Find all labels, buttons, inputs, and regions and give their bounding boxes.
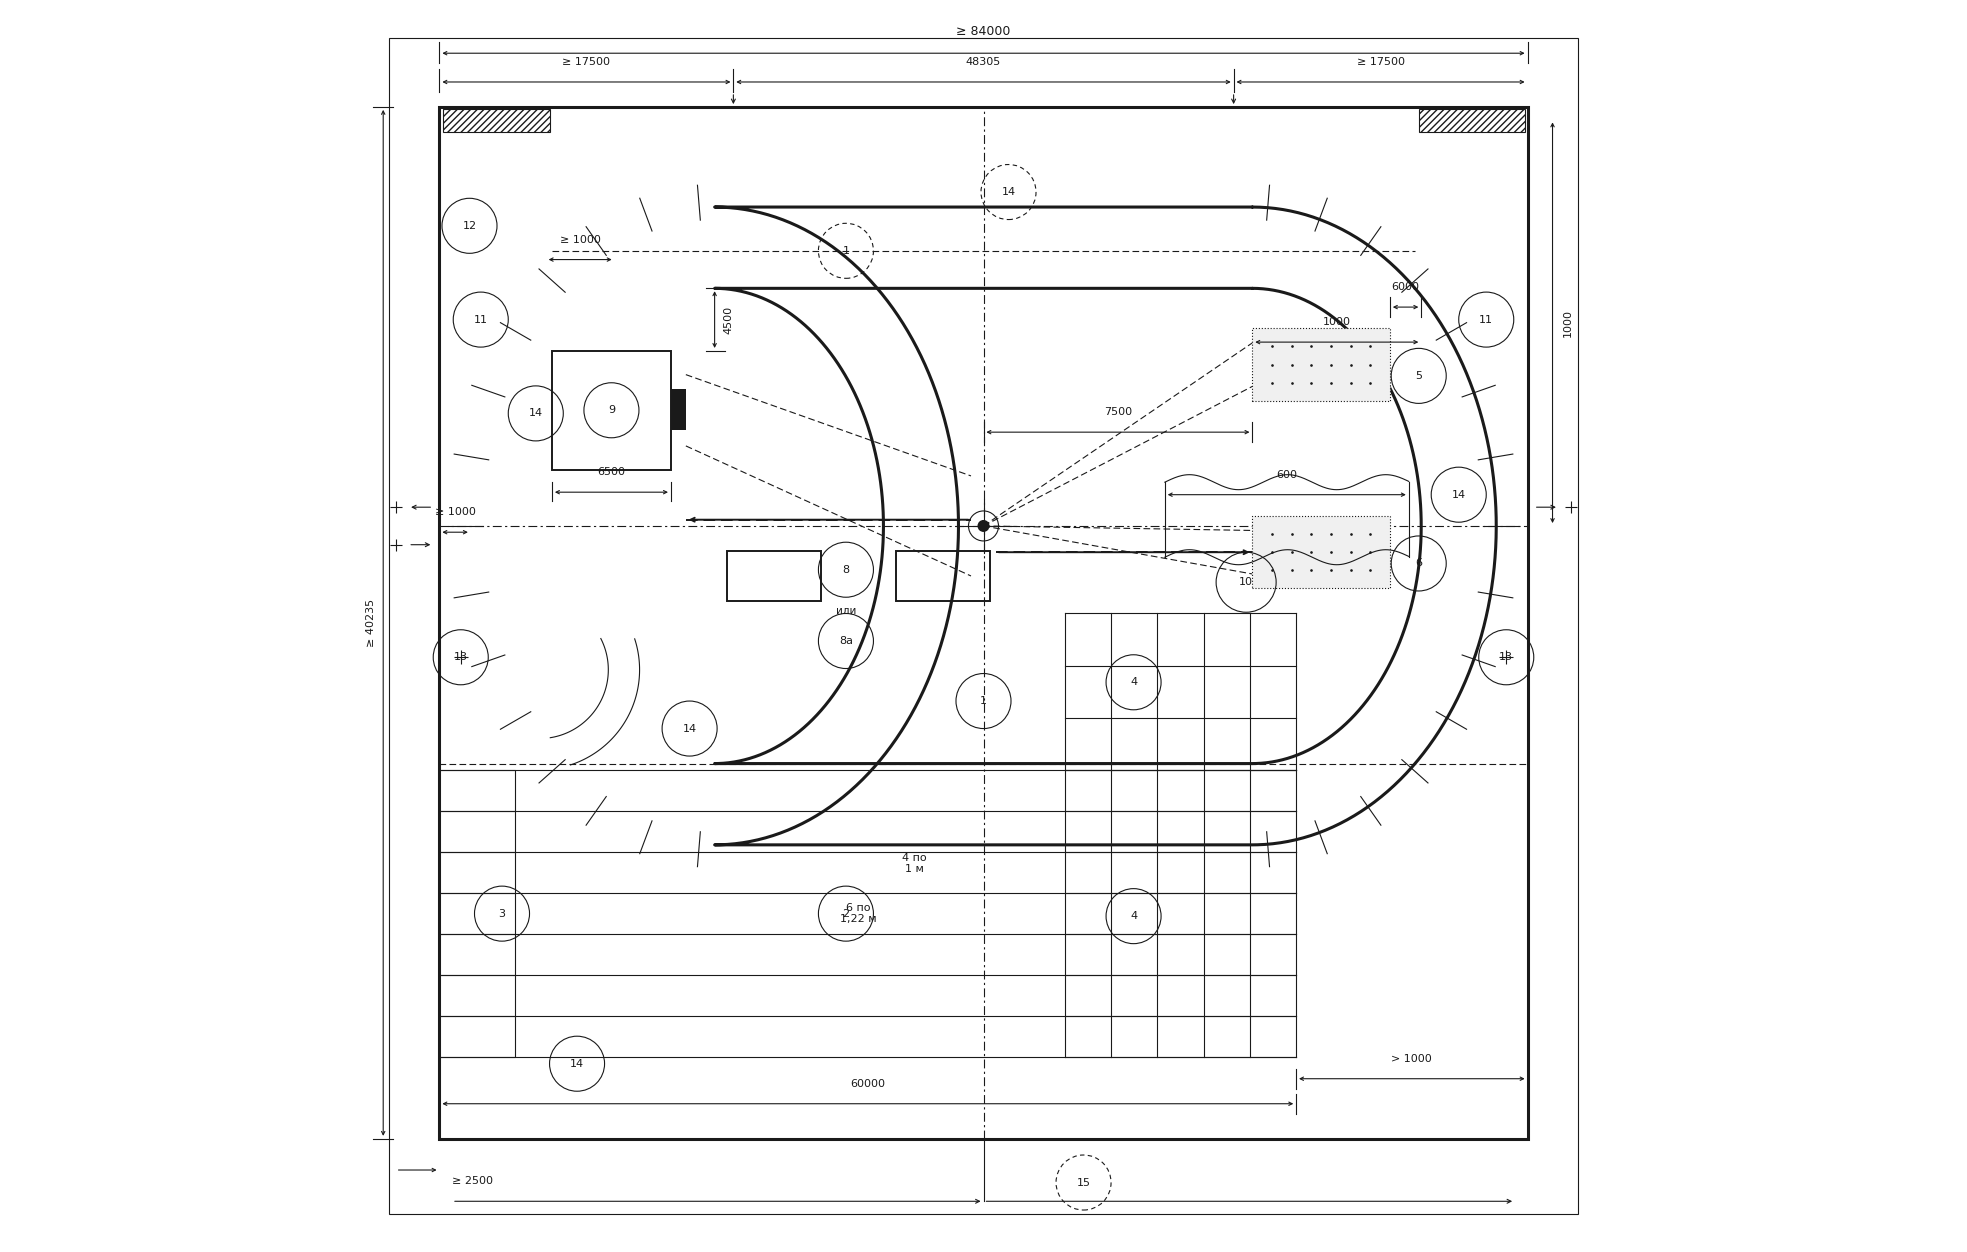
Bar	[1253, 328, 1391, 401]
Bar	[439, 770, 515, 1058]
Text: 600: 600	[1277, 470, 1298, 480]
Bar	[443, 109, 549, 131]
Text: или: или	[836, 606, 856, 616]
Text: 14: 14	[529, 408, 543, 418]
Text: ≥ 17500: ≥ 17500	[563, 58, 610, 66]
Text: > 1000: > 1000	[1391, 1054, 1432, 1064]
Text: 11: 11	[474, 314, 488, 324]
Text: 13: 13	[1499, 652, 1513, 662]
Text: 9: 9	[608, 406, 616, 416]
Text: 1000: 1000	[1322, 317, 1351, 327]
Text: 8: 8	[842, 565, 850, 575]
Text: 14: 14	[683, 724, 696, 734]
Text: ≥ 40235: ≥ 40235	[366, 598, 376, 647]
Text: ≥ 2500: ≥ 2500	[452, 1177, 494, 1186]
Text: 11: 11	[1479, 314, 1493, 324]
Text: 6 по
1,22 м: 6 по 1,22 м	[840, 903, 877, 924]
Text: 6000: 6000	[1391, 282, 1420, 292]
Text: 10: 10	[1239, 577, 1253, 587]
Text: 8а: 8а	[840, 636, 854, 646]
Text: 48305: 48305	[966, 58, 1001, 66]
Text: 6500: 6500	[598, 467, 626, 477]
Text: ≥ 17500: ≥ 17500	[1357, 58, 1404, 66]
Text: 4 по
1 м: 4 по 1 м	[903, 853, 926, 874]
Bar	[728, 551, 820, 601]
Bar	[671, 389, 686, 431]
Text: 13: 13	[454, 652, 468, 662]
Bar	[1253, 516, 1391, 588]
Circle shape	[978, 520, 989, 532]
Text: 1: 1	[980, 696, 987, 706]
Text: 14: 14	[1001, 187, 1015, 197]
Text: 14: 14	[570, 1059, 584, 1069]
Bar	[439, 106, 1528, 1139]
Text: 1000: 1000	[1562, 309, 1572, 337]
Text: ≥ 84000: ≥ 84000	[956, 25, 1011, 39]
Text: 2: 2	[842, 909, 850, 919]
Text: ≥ 1000: ≥ 1000	[435, 507, 476, 517]
Text: 4500: 4500	[724, 305, 734, 334]
Text: 3: 3	[498, 909, 506, 919]
Bar	[1418, 109, 1524, 131]
Bar	[895, 551, 989, 601]
Text: 1: 1	[842, 245, 850, 255]
Bar	[553, 351, 671, 470]
Text: 4: 4	[1129, 677, 1137, 687]
Text: 12: 12	[462, 220, 476, 230]
Text: 60000: 60000	[850, 1079, 885, 1089]
Text: 14: 14	[1452, 490, 1465, 500]
Text: 4: 4	[1129, 911, 1137, 921]
Text: 15: 15	[1076, 1178, 1090, 1187]
Text: ≥ 1000: ≥ 1000	[561, 234, 600, 244]
Text: 5: 5	[1414, 371, 1422, 381]
Text: 7500: 7500	[1103, 407, 1131, 417]
Text: 6: 6	[1414, 558, 1422, 568]
